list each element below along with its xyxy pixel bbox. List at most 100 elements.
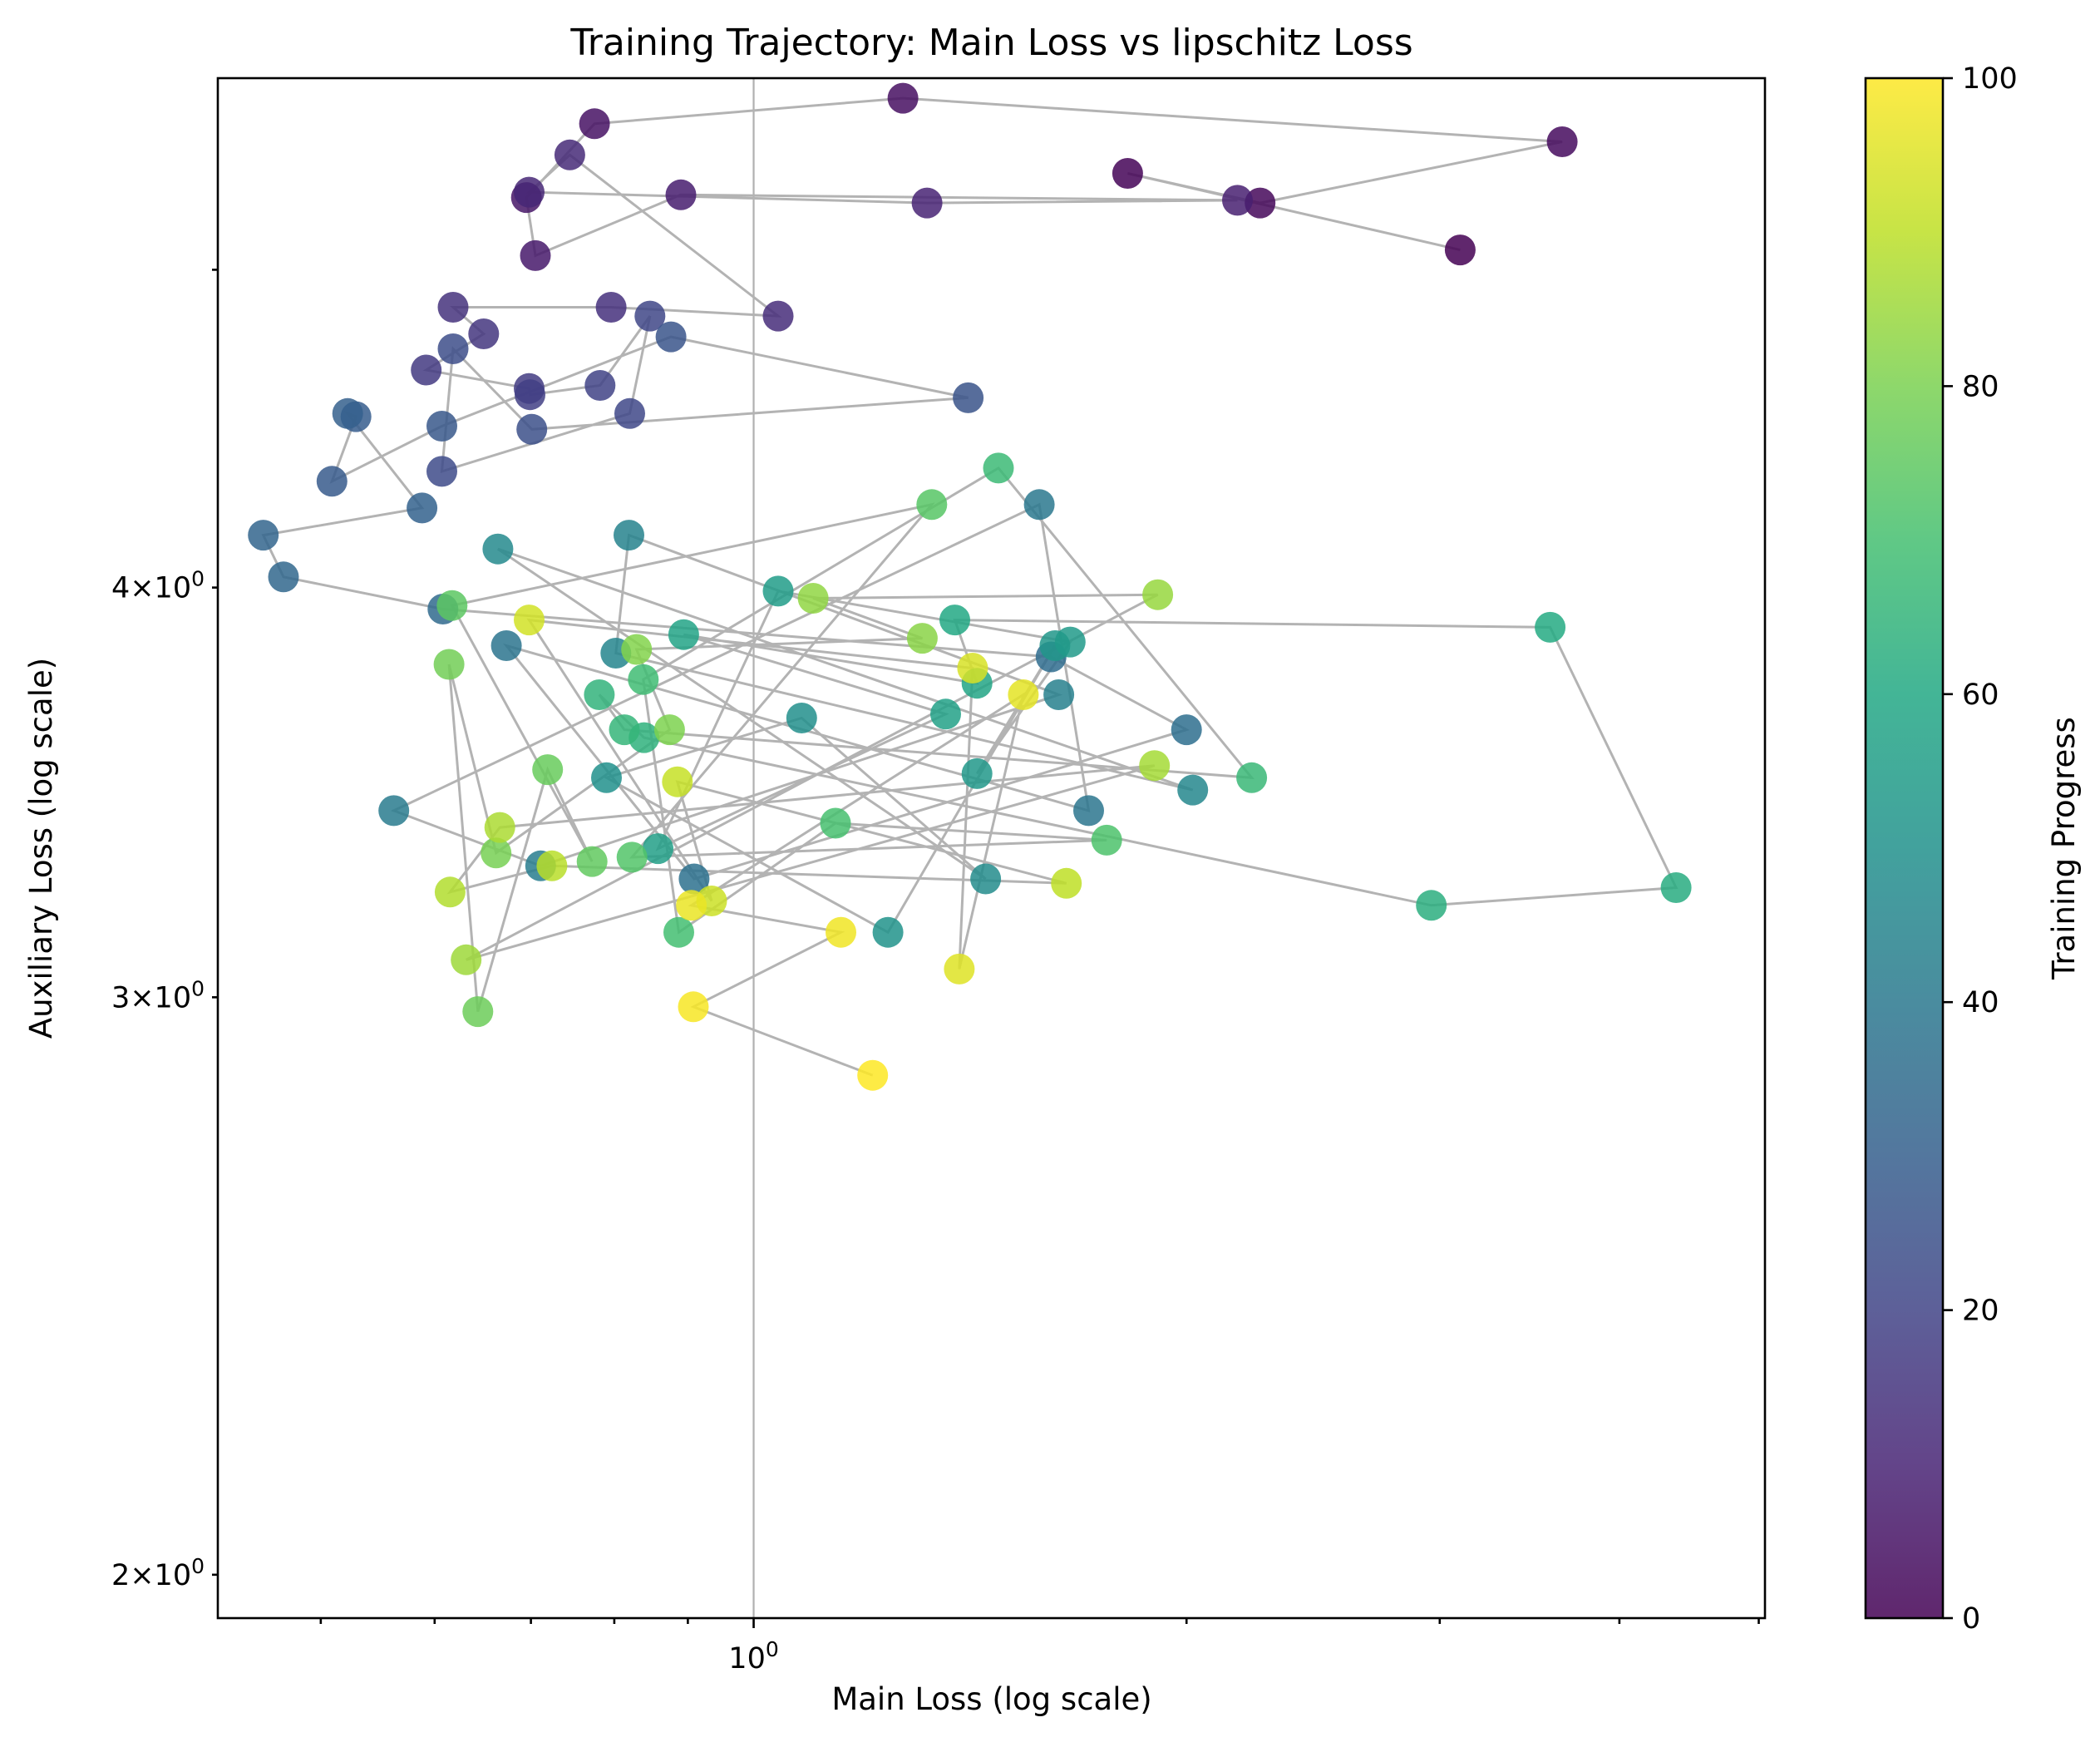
data-point [614, 520, 644, 551]
data-point [1222, 185, 1253, 216]
data-point [616, 841, 648, 873]
data-point [434, 876, 466, 908]
tick-exponent: 0 [766, 1637, 779, 1661]
data-point [1054, 626, 1086, 658]
colorbar: 0 20 40 60 80 100 Training Progress [1864, 62, 2082, 1636]
data-point [906, 623, 938, 654]
data-point [576, 846, 608, 877]
data-point [634, 300, 666, 332]
data-point [532, 754, 564, 786]
data-point [621, 634, 653, 665]
data-point [655, 321, 687, 353]
data-point [628, 664, 659, 695]
data-point [1416, 890, 1447, 921]
data-point [1008, 679, 1039, 710]
data-point [1091, 824, 1122, 856]
data-point [857, 1059, 889, 1091]
data-point [437, 292, 469, 323]
data-point [1073, 795, 1104, 827]
data-point [514, 605, 545, 636]
data-point [411, 354, 442, 386]
data-point [591, 762, 622, 793]
data-point [248, 520, 279, 551]
data-point [462, 996, 494, 1028]
colorbar-tick-label: 100 [1962, 62, 2018, 96]
data-point [1546, 126, 1578, 157]
data-point [961, 758, 993, 789]
data-points [248, 82, 1692, 1091]
tick-exponent: 0 [191, 976, 205, 1000]
data-point [1051, 867, 1082, 899]
data-point [1139, 750, 1171, 782]
y-tick-label: 4×100 [111, 567, 205, 605]
data-point [983, 452, 1014, 484]
data-point [916, 489, 948, 521]
tick-exponent: 0 [191, 567, 205, 591]
data-point [676, 890, 707, 921]
chart-title: Training Trajectory: Main Loss vs lipsch… [569, 22, 1412, 64]
data-point [514, 176, 545, 208]
data-point [426, 411, 457, 442]
data-point [554, 139, 585, 170]
data-point [872, 916, 904, 948]
data-point [668, 619, 699, 650]
tick-base: 10 [155, 572, 192, 605]
data-point [1660, 872, 1692, 903]
data-point [826, 916, 856, 948]
data-point [944, 953, 975, 985]
data-point [332, 397, 363, 429]
tick-mantissa: 4 [111, 572, 130, 605]
colorbar-tick-label: 60 [1962, 679, 1999, 712]
tick-times: × [130, 981, 154, 1014]
data-point [584, 679, 615, 710]
data-point [579, 108, 610, 140]
data-point [1535, 611, 1566, 643]
data-point [820, 807, 851, 839]
data-point [970, 863, 1002, 895]
data-point [665, 179, 697, 210]
data-point [939, 605, 970, 636]
data-point [957, 653, 988, 684]
x-axis-ticks: 100 [319, 1618, 1760, 1675]
data-point [1112, 158, 1143, 189]
data-point [1171, 714, 1202, 746]
tick-times: × [130, 1559, 154, 1592]
data-point [1245, 187, 1276, 219]
data-point [268, 561, 299, 593]
data-point [1236, 762, 1268, 793]
y-tick-label: 2×100 [111, 1554, 205, 1592]
data-point [595, 292, 627, 323]
data-point [437, 333, 469, 364]
data-point [643, 833, 673, 865]
data-point [536, 850, 568, 881]
plot-area [216, 76, 1767, 1620]
tick-times: × [130, 572, 154, 605]
colorbar-tick-label: 0 [1962, 1602, 1980, 1636]
data-point [762, 300, 794, 332]
tick-mantissa: 3 [111, 981, 130, 1014]
data-point [515, 379, 545, 411]
y-axis-label: Auxiliary Loss (log scale) [23, 658, 59, 1039]
data-point [786, 703, 817, 733]
data-point [930, 698, 961, 730]
data-point [484, 812, 515, 843]
data-point [490, 630, 522, 661]
data-point [1023, 489, 1055, 521]
data-point [678, 991, 709, 1023]
data-point [1142, 579, 1174, 610]
plot-frame [216, 76, 1767, 1620]
data-point [887, 82, 919, 114]
data-point [482, 533, 514, 565]
data-point [609, 714, 640, 746]
data-point [1444, 234, 1476, 266]
data-point [953, 382, 984, 413]
data-point [481, 837, 512, 869]
data-point [516, 413, 548, 445]
tick-exponent: 0 [191, 1554, 205, 1578]
tick-base: 10 [155, 981, 192, 1014]
data-point [762, 575, 794, 607]
colorbar-tick-label: 40 [1962, 986, 1999, 1019]
colorbar-label: Training Progress [2046, 717, 2082, 980]
data-point [911, 187, 943, 219]
